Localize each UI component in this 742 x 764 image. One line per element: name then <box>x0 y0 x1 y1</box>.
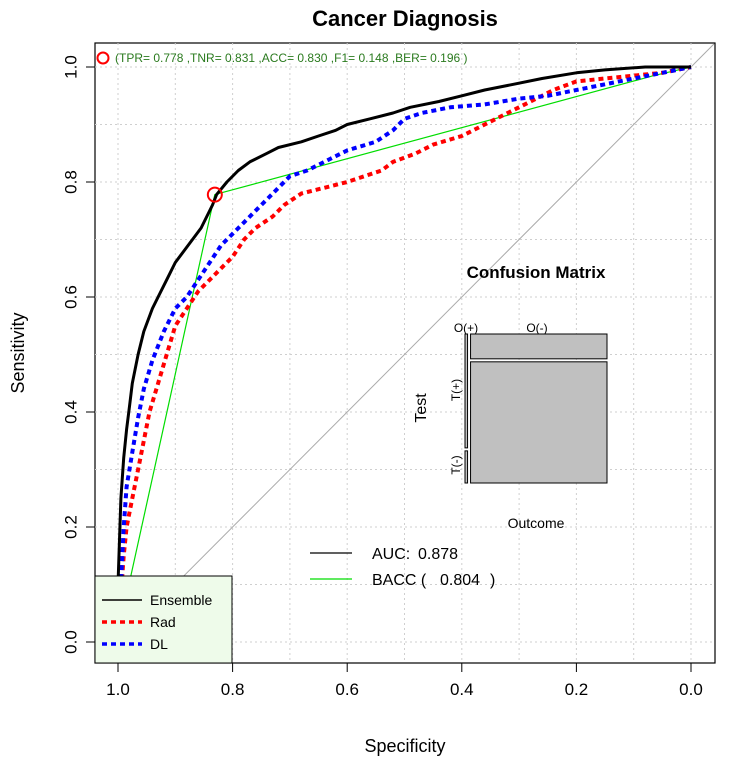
cm-col-label-oneg: O(-) <box>526 321 547 335</box>
y-tick-label: 0.4 <box>61 400 80 424</box>
auc-legend: AUC: 0.878 BACC ( 0.804 ) <box>310 546 495 589</box>
cm-row-label-tneg: T(-) <box>449 455 463 474</box>
legend-box <box>94 575 233 664</box>
grid <box>95 43 715 663</box>
y-tick-label: 0.6 <box>61 285 80 309</box>
x-tick-label: 0.2 <box>565 680 589 699</box>
y-tick-label: 0.2 <box>61 515 80 539</box>
y-tick-label: 1.0 <box>61 55 80 79</box>
auc-value: 0.878 <box>418 546 458 563</box>
cm-cell-fn <box>464 450 469 484</box>
cm-cell-tn <box>470 361 608 484</box>
series-legend: Ensemble Rad DL <box>94 575 233 664</box>
cm-row-axis-label: Test <box>413 393 430 423</box>
y-tick-label: 0.8 <box>61 170 80 194</box>
x-tick-label: 0.4 <box>450 680 474 699</box>
metrics-marker-icon <box>96 51 110 65</box>
series-line-ensemble <box>116 65 691 642</box>
axis-ticks: 1.0 0.8 0.6 0.4 0.2 0.0 0.0 0.2 0.4 0.6 0.8 1.0 <box>61 55 702 699</box>
chart-title: Cancer Diagnosis <box>312 6 498 31</box>
y-tick-label: 0.0 <box>61 630 80 654</box>
x-tick-label: 1.0 <box>106 680 130 699</box>
legend-label-rad: Rad <box>150 614 176 630</box>
bacc-value: 0.804 <box>440 572 480 589</box>
cm-row-label-tpos: T(+) <box>449 379 463 401</box>
series-line-dl <box>116 65 692 643</box>
confusion-matrix-title: Confusion Matrix <box>467 263 606 282</box>
legend-label-ensemble: Ensemble <box>150 592 212 608</box>
metrics-text: (TPR= 0.778 ,TNR= 0.831 ,ACC= 0.830 ,F1=… <box>115 51 468 65</box>
cm-cell-fp <box>470 333 608 360</box>
cm-col-axis-label: Outcome <box>508 515 565 531</box>
confusion-matrix: Confusion Matrix O(+) O(-) T(+) T(-) Tes… <box>413 263 608 531</box>
x-tick-label: 0.6 <box>335 680 359 699</box>
operating-point-marker <box>206 186 223 203</box>
cm-col-label-opos: O(+) <box>454 321 478 335</box>
bacc-close-paren: ) <box>490 572 495 589</box>
x-axis-label: Specificity <box>364 736 445 756</box>
series-line-rad <box>116 65 692 643</box>
y-axis-label: Sensitivity <box>8 312 28 393</box>
x-tick-label: 0.8 <box>221 680 245 699</box>
cm-cell-tp <box>464 333 469 449</box>
legend-label-dl: DL <box>150 636 168 652</box>
reference-diagonal <box>117 43 715 643</box>
x-tick-label: 0.0 <box>679 680 703 699</box>
auc-legend-label: AUC: <box>372 546 410 563</box>
bacc-legend-label: BACC ( <box>372 572 427 589</box>
